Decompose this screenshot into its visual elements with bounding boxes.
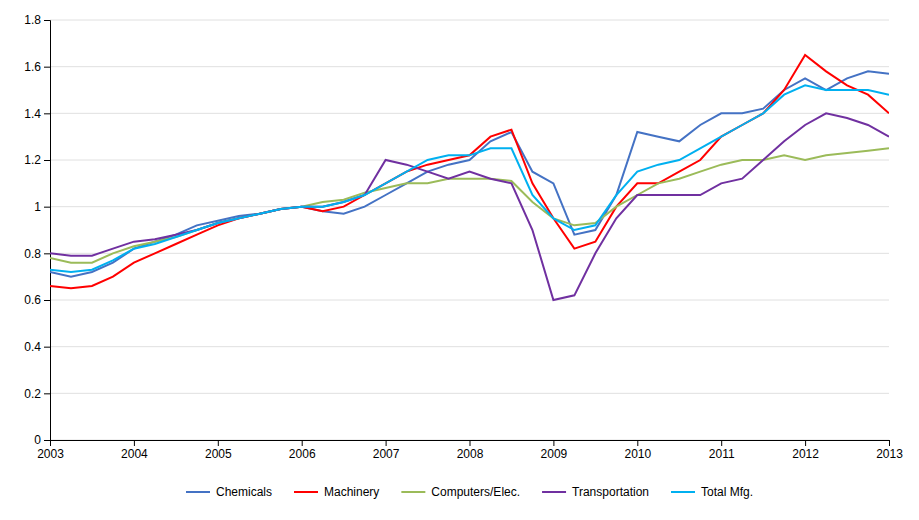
tick-mark [44,440,50,441]
y-tick: 0.8 [24,247,50,261]
x-tick: 2005 [205,440,232,461]
axis-line [44,21,51,441]
tick-mark [302,440,303,446]
y-tick: 0.2 [24,387,50,401]
legend-item: Chemicals [186,485,272,499]
tick-label: 2008 [457,447,484,461]
tick-label: 2005 [205,447,232,461]
legend-label: Computers/Elec. [431,485,520,499]
tick-mark [44,347,50,348]
legend-item: Transportation [542,485,649,499]
tick-label: 0.8 [24,247,41,261]
tick-mark [44,160,50,161]
tick-label: 2012 [792,447,819,461]
y-tick: 1.8 [24,13,50,27]
tick-label: 0.4 [24,340,41,354]
tick-label: 0 [34,433,41,447]
series-line [50,148,889,262]
legend-item: Machinery [294,485,379,499]
grid-line [50,300,889,301]
y-tick: 1.6 [24,60,50,74]
tick-label: 1 [34,200,41,214]
tick-mark [44,113,50,114]
tick-mark [44,253,50,254]
series-line [50,85,889,272]
tick-label: 2003 [37,447,64,461]
tick-label: 2006 [289,447,316,461]
x-tick: 2008 [457,440,484,461]
legend: Chemicals Machinery Computers/Elec. Transpo… [186,485,753,499]
plot: 2003 2004 2005 2006 2007 2008 2009 2010 2011 2012… [24,13,903,460]
x-tick: 2013 [876,440,903,461]
axis-line [51,441,890,447]
tick-mark [44,67,50,68]
series-line [50,71,889,276]
grid-line [50,253,889,254]
x-tick: 2012 [792,440,819,461]
tick-label: 1.4 [24,107,41,121]
tick-mark [218,440,219,446]
legend-swatch [671,491,695,493]
legend-item: Computers/Elec. [401,485,520,499]
grid-line [50,66,889,67]
grid [50,20,889,440]
legend-swatch [401,491,425,493]
chart: 2003 2004 2005 2006 2007 2008 2009 2010 2011 2012… [0,0,919,520]
tick-label: 1.2 [24,153,41,167]
grid-line [50,20,889,21]
tick-mark [44,300,50,301]
legend-swatch [294,491,318,493]
tick-label: 2011 [709,447,735,461]
lines [50,55,889,300]
tick-mark [553,440,554,446]
x-tick: 2010 [624,440,651,461]
tick-label: 2009 [541,447,568,461]
tick-label: 2010 [624,447,651,461]
tick-mark [44,207,50,208]
x-tick: 2009 [541,440,568,461]
tick-label: 2007 [373,447,400,461]
x-tick: 2003 [37,440,64,461]
x-tick: 2006 [289,440,316,461]
tick-label: 1.6 [24,60,41,74]
tick-mark [805,440,806,446]
legend-label: Transportation [572,485,649,499]
tick-label: 0.2 [24,387,41,401]
tick-mark [470,440,471,446]
grid-line [50,393,889,394]
tick-label: 1.8 [24,13,41,27]
tick-mark [386,440,387,446]
x-axis: 2003 2004 2005 2006 2007 2008 2009 2010 2011 2012… [37,440,903,461]
legend-label: Total Mfg. [701,485,753,499]
tick-mark [44,393,50,394]
y-tick: 1 [34,200,50,214]
y-tick: 0.4 [24,340,50,354]
y-tick: 0 [34,433,50,447]
x-tick: 2011 [709,440,735,461]
tick-mark [889,440,890,446]
legend-label: Chemicals [216,485,272,499]
grid-line [50,346,889,347]
legend-swatch [542,491,566,493]
legend-item: Total Mfg. [671,485,753,499]
x-tick: 2007 [373,440,400,461]
tick-mark [721,440,722,446]
legend-label: Machinery [324,485,379,499]
tick-label: 2004 [121,447,148,461]
tick-mark [44,20,50,21]
tick-mark [134,440,135,446]
grid-line [50,206,889,207]
y-tick: 0.6 [24,293,50,307]
y-tick: 1.4 [24,107,50,121]
tick-label: 2013 [876,447,903,461]
tick-label: 0.6 [24,293,41,307]
series-line [50,113,889,300]
x-tick: 2004 [121,440,148,461]
tick-mark [637,440,638,446]
y-tick: 1.2 [24,153,50,167]
y-axis: 0 0.2 0.4 0.6 0.8 1 1.2 1.4 1.6 1.8 [24,13,50,447]
legend-swatch [186,491,210,493]
